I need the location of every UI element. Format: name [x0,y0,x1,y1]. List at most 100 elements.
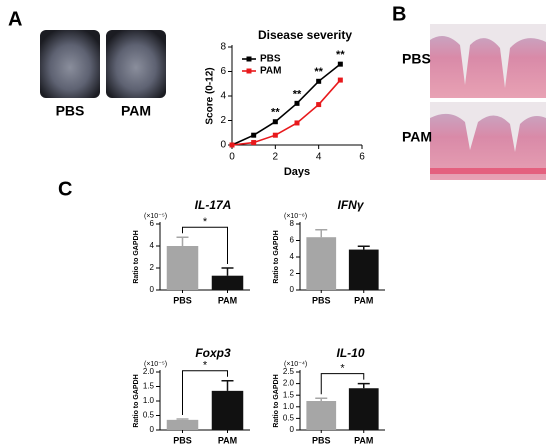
unit-label: (×10⁻⁵) [144,213,167,220]
y-tick-label: 6 [290,236,295,245]
y-tick-label: 4 [220,91,226,102]
x-tick-label: PAM [354,435,373,445]
point [272,132,278,138]
error-bar [221,267,234,276]
legend-label: PAM [260,66,281,77]
image-label: PAM [402,129,432,145]
photo-label: PBS [56,103,85,119]
y-tick-label: 0.5 [143,411,155,420]
photo [40,30,100,98]
chart-title: IL-10 [336,346,364,360]
point [251,132,257,138]
y-tick-label: 0 [150,285,155,294]
point [294,100,300,106]
x-tick-label: PBS [312,435,331,445]
error-bar [315,397,328,401]
y-tick-label: 1.5 [283,390,295,399]
unit-label: (×10⁻⁴) [284,361,307,368]
significance-bracket [320,373,365,395]
error-bar [315,229,328,238]
histology-layer [430,168,546,174]
series-line [231,79,341,146]
y-tick-label: 0 [220,140,226,151]
chart-title: Foxp3 [195,346,231,360]
y-tick-label: 2.0 [143,367,155,376]
bar [306,237,337,290]
y-tick-label: 1.0 [283,402,295,411]
significance-bracket [182,226,228,264]
y-tick-label: 2 [290,269,295,278]
y-tick-label: 0 [290,425,295,434]
error-bar [357,245,370,250]
legend-marker [246,68,252,74]
chart-title: IL-17A [195,198,232,212]
x-tick-label: PAM [218,435,237,445]
x-tick-label: 2 [273,152,279,163]
unit-label: (×10⁻⁶) [284,213,307,220]
bar [211,390,244,430]
error-bar [357,382,370,389]
bar [166,419,199,430]
y-axis-label: Ratio to GAPDH [133,374,140,427]
y-axis-label: Ratio to GAPDH [273,230,280,283]
point [272,119,278,125]
legend-marker [246,56,252,62]
point [229,142,235,148]
y-tick-label: 0 [150,425,155,434]
significance-label: * [203,360,208,372]
y-tick-label: 1.0 [143,396,155,405]
point [294,120,300,126]
image-label: PBS [402,51,431,67]
point [251,140,257,146]
y-tick-label: 6 [220,66,226,77]
bar [166,246,199,290]
histology-tissue [430,36,546,98]
x-tick-label: PAM [354,295,373,305]
point [337,77,343,83]
bar [306,401,337,430]
y-tick-label: 0.5 [283,414,295,423]
significance-label: * [340,363,345,375]
significance-bracket [182,370,228,415]
y-tick-label: 4 [290,252,295,261]
x-tick-label: PAM [218,295,237,305]
x-tick-label: 4 [316,152,322,163]
y-tick-label: 2 [220,115,226,126]
photo-label: PAM [121,103,151,119]
x-tick-label: 0 [229,152,235,163]
y-tick-label: 2.0 [283,379,295,388]
histology-tissue [430,113,546,180]
bar [348,249,379,290]
point-label: ** [271,107,280,119]
error-bar [221,379,234,391]
legend-label: PBS [260,54,281,65]
point-label: ** [336,49,345,61]
panel-label: B [392,3,406,25]
chart-title: IFNγ [337,198,364,212]
y-tick-label: 8 [290,219,295,228]
x-tick-label: PBS [173,435,192,445]
bar [211,275,244,290]
y-tick-label: 4 [150,241,155,250]
error-bar [176,418,189,420]
point [337,61,343,67]
unit-label: (×10⁻⁵) [144,361,167,368]
point-label: ** [293,88,302,100]
x-axis-label: Days [284,166,310,178]
x-tick-label: 6 [359,152,365,163]
photo [106,30,166,98]
y-tick-label: 6 [150,219,155,228]
y-axis-label: Ratio to GAPDH [133,230,140,283]
y-axis-label: Score (0-12) [205,67,216,124]
point-label: ** [314,66,323,78]
point [316,78,322,84]
bar [348,388,379,430]
x-tick-label: PBS [173,295,192,305]
series-line [231,63,341,146]
y-tick-label: 1.5 [143,382,155,391]
y-tick-label: 2 [150,263,155,272]
error-bar [176,236,189,246]
x-tick-label: PBS [312,295,331,305]
y-axis-label: Ratio to GAPDH [273,374,280,427]
